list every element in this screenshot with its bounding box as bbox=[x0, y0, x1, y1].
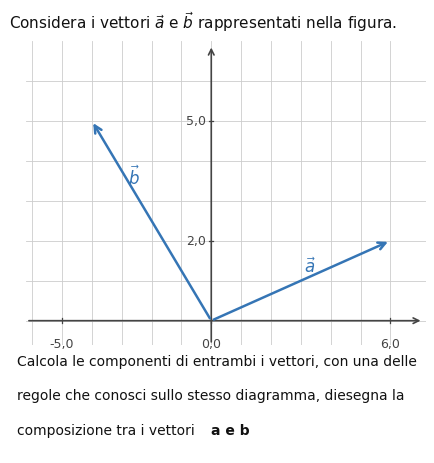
Text: Calcola le componenti di entrambi i vettori, con una delle: Calcola le componenti di entrambi i vett… bbox=[17, 354, 416, 369]
Text: 5,0: 5,0 bbox=[185, 115, 205, 128]
Text: $\vec{b}$: $\vec{b}$ bbox=[127, 166, 139, 189]
Text: Considera i vettori $\vec{a}$ e $\vec{b}$ rappresentati nella figura.: Considera i vettori $\vec{a}$ e $\vec{b}… bbox=[9, 10, 396, 34]
Text: 6,0: 6,0 bbox=[380, 338, 399, 351]
Text: a e b: a e b bbox=[210, 423, 249, 437]
Text: composizione tra i vettori: composizione tra i vettori bbox=[17, 423, 199, 437]
Text: 0,0: 0,0 bbox=[201, 338, 221, 351]
Text: regole che conosci sullo stesso diagramma, diesegna la: regole che conosci sullo stesso diagramm… bbox=[17, 388, 404, 403]
Text: -5,0: -5,0 bbox=[49, 338, 74, 351]
Text: $\vec{a}$: $\vec{a}$ bbox=[303, 257, 315, 277]
Text: 2,0: 2,0 bbox=[186, 235, 205, 248]
